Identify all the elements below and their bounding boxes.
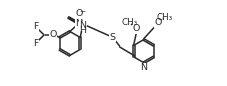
Text: CH₃: CH₃: [121, 18, 138, 27]
Text: F: F: [33, 22, 38, 31]
Text: N: N: [140, 63, 147, 72]
Text: O: O: [75, 9, 83, 18]
Text: −: −: [79, 9, 85, 15]
Text: H: H: [79, 26, 86, 35]
Text: O: O: [49, 30, 57, 39]
Text: N: N: [75, 19, 82, 28]
Text: O: O: [132, 24, 139, 33]
Text: +: +: [79, 19, 84, 25]
Text: F: F: [33, 39, 38, 48]
Text: S: S: [109, 33, 115, 42]
Text: CH₃: CH₃: [156, 13, 172, 22]
Text: O: O: [154, 18, 161, 27]
Text: N: N: [79, 21, 86, 30]
